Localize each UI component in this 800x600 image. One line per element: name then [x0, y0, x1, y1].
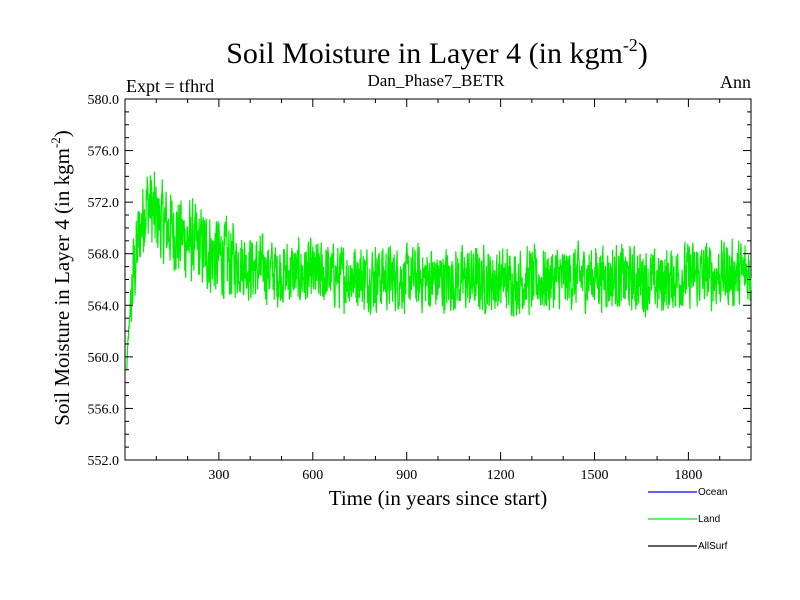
- y-tick-label: 560.0: [88, 351, 120, 366]
- subtitle-center: Dan_Phase7_BETR: [368, 71, 506, 90]
- y-tick-label: 556.0: [88, 402, 120, 417]
- x-tick-label: 1800: [674, 468, 702, 483]
- y-tick-label: 576.0: [88, 145, 120, 160]
- subtitle-left: Expt = tfhrd: [126, 76, 214, 96]
- x-tick-label: 600: [302, 468, 323, 483]
- x-axis-ticks: 300 600 900 1200 1500 1800: [155, 99, 721, 483]
- land-series-line: [124, 171, 752, 371]
- y-tick-label: 552.0: [88, 454, 120, 469]
- y-axis-ticks: 552.0 556.0 560.0 564.0 568.0 572.0 576.0 580.0: [88, 93, 751, 469]
- legend-label-ocean: Ocean: [698, 487, 727, 498]
- y-tick-label: 572.0: [88, 196, 120, 211]
- x-tick-label: 900: [396, 468, 417, 483]
- x-tick-label: 1200: [487, 468, 515, 483]
- legend-label-land: Land: [698, 514, 720, 525]
- subtitle-right: Ann: [720, 72, 751, 92]
- y-tick-label: 568.0: [88, 248, 120, 263]
- y-axis-title: Soil Moisture in Layer 4 (in kgm-2): [48, 130, 74, 425]
- y-tick-label: 580.0: [88, 93, 120, 108]
- legend-label-allsurf: AllSurf: [698, 541, 728, 552]
- y-tick-label: 564.0: [88, 299, 120, 314]
- chart-title: Soil Moisture in Layer 4 (in kgm-2): [226, 35, 648, 70]
- x-axis-title: Time (in years since start): [329, 486, 548, 510]
- x-tick-label: 300: [208, 468, 229, 483]
- x-tick-label: 1500: [581, 468, 609, 483]
- legend: Ocean Land AllSurf: [648, 487, 728, 552]
